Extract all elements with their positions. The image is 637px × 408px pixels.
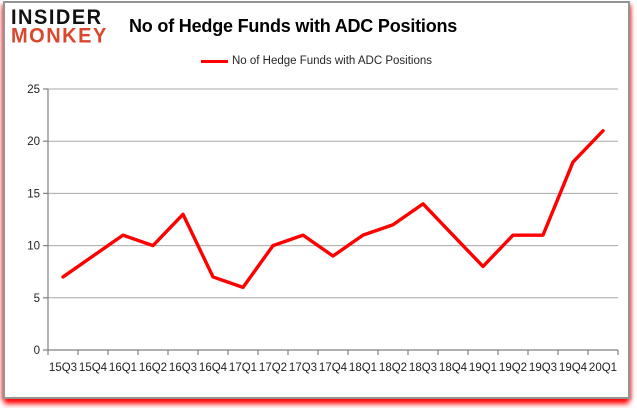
- y-axis-tick-label: 5: [34, 293, 40, 305]
- x-axis-tick-label: 19Q1: [469, 362, 497, 374]
- logo-text-insider: INSIDER: [11, 5, 103, 30]
- chart-card: INSIDER MONKEY No of Hedge Funds with AD…: [3, 1, 630, 399]
- x-axis-tick-label: 16Q4: [199, 362, 228, 374]
- x-axis-tick-label: 17Q4: [319, 362, 348, 374]
- chart-title: No of Hedge Funds with ADC Positions: [129, 16, 458, 36]
- x-axis-tick-label: 17Q3: [289, 362, 317, 374]
- legend-line-swatch: [200, 59, 228, 63]
- x-axis-tick-label: 16Q3: [169, 362, 197, 374]
- y-axis-tick-label: 25: [27, 84, 40, 96]
- logo-text-monkey: MONKEY: [11, 24, 108, 48]
- y-axis-tick-label: 0: [34, 345, 40, 357]
- x-axis-tick-label: 17Q2: [259, 362, 287, 374]
- x-axis-tick-label: 20Q1: [589, 362, 617, 374]
- data-series-line: [61, 129, 605, 290]
- legend-label: No of Hedge Funds with ADC Positions: [231, 55, 433, 67]
- x-axis-tick-label: 17Q1: [229, 362, 257, 374]
- x-axis-tick-label: 15Q3: [49, 362, 77, 374]
- x-axis-tick-label: 19Q3: [529, 362, 557, 374]
- x-axis-tick-label: 19Q2: [499, 362, 527, 374]
- x-axis-tick-label: 18Q1: [349, 362, 377, 374]
- x-axis-tick-label: 15Q4: [79, 362, 108, 374]
- x-axis-tick-label: 18Q3: [409, 362, 437, 374]
- x-axis-tick-label: 16Q2: [139, 362, 167, 374]
- x-axis-tick-label: 19Q4: [559, 362, 588, 374]
- y-axis-tick-label: 10: [27, 241, 40, 253]
- y-axis-tick-label: 15: [27, 188, 40, 200]
- x-axis-tick-label: 18Q2: [379, 362, 407, 374]
- legend: No of Hedge Funds with ADC Positions: [5, 55, 628, 67]
- x-axis-tick-label: 16Q1: [109, 362, 137, 374]
- y-axis-tick-label: 20: [27, 136, 40, 148]
- x-axis-tick-label: 18Q4: [439, 362, 468, 374]
- insider-monkey-logo: INSIDER MONKEY: [11, 5, 108, 48]
